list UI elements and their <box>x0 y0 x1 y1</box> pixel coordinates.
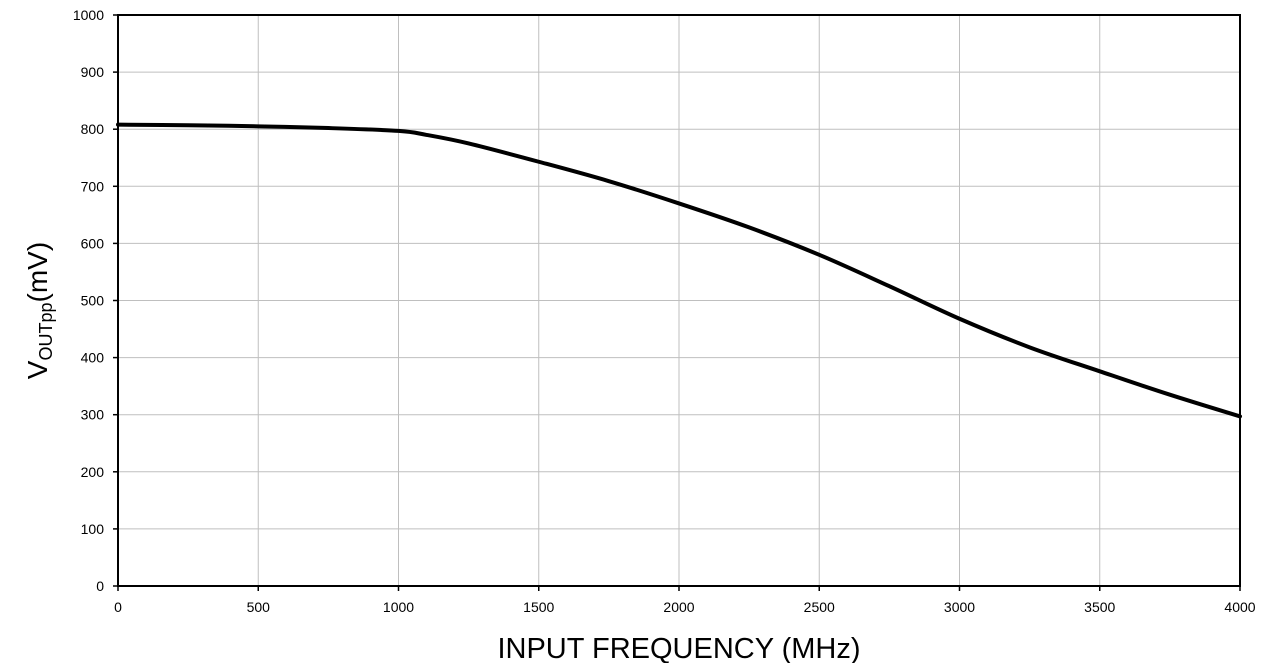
y-tick-label: 0 <box>96 578 104 594</box>
y-tick-labels: 0 100 200 300 400 500 600 700 800 900 1000 <box>73 7 118 594</box>
plot-frame <box>117 14 1241 587</box>
x-tick-label: 2500 <box>804 599 835 615</box>
series-line <box>116 122 1242 419</box>
y-tick-label: 800 <box>81 121 105 137</box>
x-axis-label: INPUT FREQUENCY (MHz) <box>497 633 860 663</box>
x-tick-label: 2000 <box>663 599 694 615</box>
x-tick-label: 4000 <box>1224 599 1255 615</box>
x-tick-label: 500 <box>247 599 271 615</box>
y-tick-label: 400 <box>81 350 105 366</box>
y-axis-label-main: V <box>22 360 53 379</box>
x-tick-label: 1000 <box>383 599 414 615</box>
x-tick-label: 0 <box>114 599 122 615</box>
y-tick-label: 600 <box>81 235 105 251</box>
x-tick-label: 3500 <box>1084 599 1115 615</box>
y-axis-label-subscript: OUTpp <box>36 302 56 360</box>
y-tick-label: 700 <box>81 178 105 194</box>
x-tick-label: 1500 <box>523 599 554 615</box>
x-tick-label: 3000 <box>944 599 975 615</box>
y-axis-label-unit: (mV) <box>22 242 53 303</box>
y-tick-label: 900 <box>81 64 105 80</box>
y-tick-label: 300 <box>81 407 105 423</box>
y-axis-label: VOUTpp(mV) <box>22 242 56 379</box>
x-tick-labels: 0 500 1000 1500 2000 2500 3000 3500 4000 <box>114 586 1256 615</box>
y-tick-label: 1000 <box>73 7 104 23</box>
y-tick-label: 200 <box>81 464 105 480</box>
y-tick-label: 100 <box>81 521 105 537</box>
y-tick-label: 500 <box>81 293 105 309</box>
